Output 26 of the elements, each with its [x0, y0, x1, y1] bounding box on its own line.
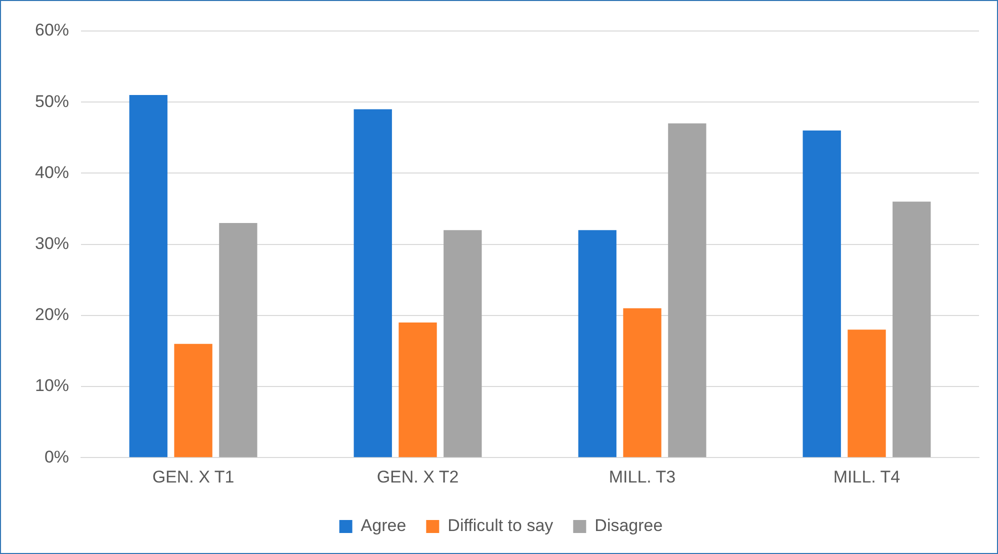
- x-tick-label: MILL. T3: [608, 467, 676, 486]
- bar: [668, 123, 706, 458]
- y-tick-label: 40%: [34, 162, 70, 182]
- legend-label: Difficult to say: [448, 516, 554, 536]
- x-tick-label: GEN. X T1: [152, 467, 234, 486]
- x-tick-label: MILL. T4: [833, 467, 900, 486]
- bar: [892, 202, 931, 458]
- bar: [623, 308, 662, 458]
- y-tick-label: 60%: [34, 20, 70, 40]
- bar: [219, 222, 258, 458]
- x-tick-label: GEN. X T2: [376, 467, 459, 486]
- bar: [802, 130, 841, 458]
- bar: [398, 322, 437, 458]
- bar: [444, 230, 482, 458]
- bar: [174, 344, 212, 458]
- bar: [129, 94, 168, 458]
- legend-label: Agree: [360, 516, 406, 536]
- bar: [354, 109, 392, 458]
- y-tick-label: 30%: [34, 234, 70, 253]
- y-tick-label: 10%: [34, 376, 70, 396]
- bar: [848, 330, 886, 458]
- bar: [578, 230, 616, 458]
- y-tick-label: 50%: [34, 92, 70, 111]
- legend-label: Disagree: [594, 516, 663, 536]
- y-tick-label: 0%: [44, 447, 70, 466]
- y-tick-label: 20%: [34, 305, 70, 324]
